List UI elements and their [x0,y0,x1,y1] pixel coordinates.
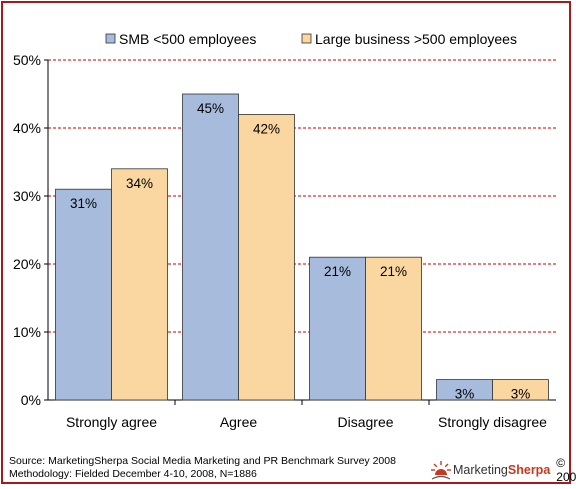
brand-name-part1: Marketing [453,463,508,477]
legend-swatch [301,33,312,44]
bar [55,188,112,401]
data-label: 21% [324,264,351,279]
y-tick-label: 10% [13,324,41,340]
bar [492,379,549,401]
brand-logo: MarketingSherpa © 2009 [430,456,576,484]
data-label: 3% [511,387,531,402]
data-label: 3% [455,387,475,402]
x-tick-label: Strongly disagree [438,414,547,430]
copyright: © 2009 [556,456,576,484]
sun-icon [430,459,452,481]
data-label: 42% [253,121,280,136]
bar [111,168,168,401]
data-label: 34% [126,176,153,191]
legend-label: Large business >500 employees [315,31,517,47]
y-tick-label: 50% [13,52,41,68]
bar [182,93,239,401]
y-tick-label: 20% [13,256,41,272]
methodology-note: Methodology: Fielded December 4-10, 2008… [9,468,257,480]
legend-label: SMB <500 employees [119,31,256,47]
brand-name: MarketingSherpa [453,463,550,477]
y-tick-label: 0% [21,392,41,408]
bar [365,256,422,401]
data-label: 45% [197,101,224,116]
source-note: Source: MarketingSherpa Social Media Mar… [9,455,396,467]
bar [238,114,295,401]
brand-name-part2: Sherpa [507,463,551,477]
bar [309,256,366,401]
y-tick-label: 40% [13,120,41,136]
data-label: 21% [380,264,407,279]
x-tick-label: Strongly agree [66,414,157,430]
y-tick-label: 30% [13,188,41,204]
x-tick-label: Agree [220,414,258,430]
chart-footer: Source: MarketingSherpa Social Media Mar… [9,455,396,481]
data-label: 31% [70,196,97,211]
x-tick-label: Disagree [337,414,393,430]
legend-swatch [105,33,116,44]
